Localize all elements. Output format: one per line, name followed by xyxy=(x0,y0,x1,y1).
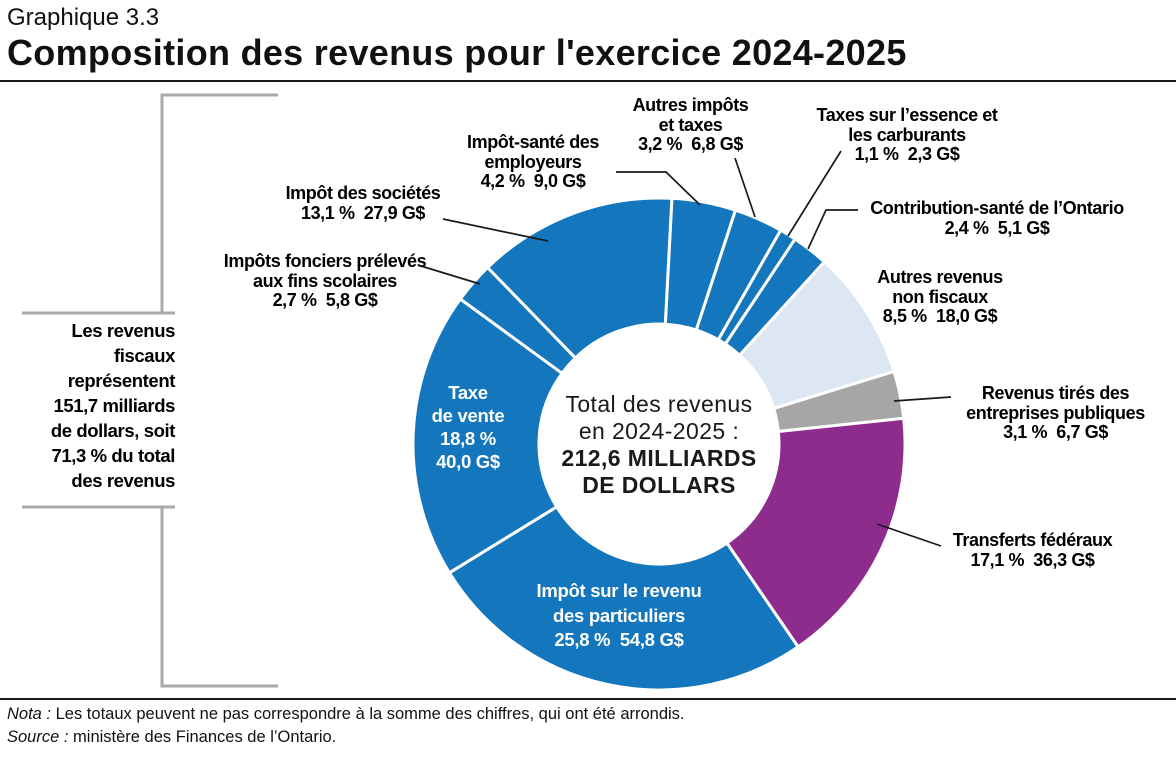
source-label: Source : xyxy=(7,728,69,746)
label-contribution-sante: Contribution-santé de l’Ontario 2,4 % 5,… xyxy=(852,198,1142,238)
source-line: Source : ministère des Finances de l’Ont… xyxy=(7,726,1167,749)
center-line-2: en 2024-2025 : xyxy=(578,418,740,444)
footer-divider xyxy=(0,698,1176,700)
label-text: Impôt sur le revenu des particuliers xyxy=(536,580,702,626)
page-title: Composition des revenus pour l'exercice … xyxy=(7,32,907,73)
label-value: 2,7 % 5,8 G$ xyxy=(272,290,378,310)
label-value: 1,1 % 2,3 G$ xyxy=(854,144,960,164)
leader-taxes-essence xyxy=(787,150,842,237)
label-value: 4,2 % 9,0 G$ xyxy=(480,171,586,191)
label-value: 2,4 % 5,1 G$ xyxy=(944,217,1050,238)
graph-number: Graphique 3.3 xyxy=(7,4,160,31)
label-taxes-essence: Taxes sur l’essence et les carburants 1,… xyxy=(812,105,1002,165)
label-autres-revenus-non-fiscaux: Autres revenus non fiscaux 8,5 % 18,0 G$ xyxy=(855,267,1025,327)
label-value: 25,8 % 54,8 G$ xyxy=(554,629,684,650)
label-impots-fonciers: Impôts fonciers prélevés aux fins scolai… xyxy=(205,251,445,311)
leader-autres-impots-taxes xyxy=(734,157,756,218)
label-autres-impots-taxes: Autres impôts et taxes 3,2 % 6,8 G$ xyxy=(608,95,773,155)
nota-text: Les totaux peuvent ne pas correspondre à… xyxy=(51,705,685,723)
leader-contribution-sante xyxy=(807,209,858,250)
label-text: Autres revenus non fiscaux xyxy=(877,267,1003,307)
label-text: Impôts fonciers prélevés aux fins scolai… xyxy=(223,251,427,291)
label-value: 3,1 % 6,7 G$ xyxy=(1003,422,1108,442)
label-text: Impôt des sociétés xyxy=(285,183,441,203)
title-divider xyxy=(0,80,1176,82)
label-text: Transferts fédéraux xyxy=(952,530,1113,550)
leader-impots-fonciers xyxy=(420,265,481,285)
nota-label: Nota : xyxy=(7,705,52,723)
label-transferts-federaux: Transferts fédéraux 17,1 % 36,3 G$ xyxy=(930,530,1135,570)
donut-center-total: Total des revenus en 2024-2025 : 212,6 M… xyxy=(523,391,795,499)
center-line-1: Total des revenus xyxy=(565,391,753,417)
tax-revenue-callout: Les revenus fiscaux représentent 151,7 m… xyxy=(50,320,176,491)
label-entreprises-publiques: Revenus tirés des entreprises publiques … xyxy=(943,383,1168,443)
leader-impot-sante-employeurs xyxy=(616,171,701,206)
label-value: 3,2 % 6,8 G$ xyxy=(638,134,743,154)
label-text: Autres impôts et taxes xyxy=(632,95,749,135)
label-value: 18,8 % 40,0 G$ xyxy=(436,428,500,472)
label-value: 8,5 % 18,0 G$ xyxy=(882,306,998,326)
nota-line: Nota : Les totaux peuvent ne pas corresp… xyxy=(7,703,1167,726)
segment-transferts-federaux xyxy=(725,416,907,649)
label-impot-des-societes: Impôt des sociétés 13,1 % 27,9 G$ xyxy=(253,183,473,223)
label-text: Impôt-santé des employeurs xyxy=(466,132,600,172)
label-text: Revenus tirés des entreprises publiques xyxy=(966,383,1145,423)
center-line-4: DE DOLLARS xyxy=(582,472,736,498)
segment-impot-revenu-particuliers xyxy=(447,505,800,692)
label-value: 17,1 % 36,3 G$ xyxy=(970,549,1095,570)
label-text: Contribution-santé de l’Ontario xyxy=(870,198,1124,218)
chart-footer: Nota : Les totaux peuvent ne pas corresp… xyxy=(7,703,1167,749)
label-taxe-de-vente: Taxe de vente 18,8 % 40,0 G$ xyxy=(398,381,538,473)
segment-taxe-de-vente xyxy=(411,297,564,575)
leader-impot-des-societes xyxy=(442,218,549,242)
source-text: ministère des Finances de l’Ontario. xyxy=(68,728,337,746)
label-impot-sante-employeurs: Impôt-santé des employeurs 4,2 % 9,0 G$ xyxy=(443,132,623,192)
bracket-top xyxy=(160,93,278,313)
label-value: 13,1 % 27,9 G$ xyxy=(300,202,426,223)
label-text: Taxes sur l’essence et les carburants xyxy=(816,105,998,145)
label-text: Taxe de vente xyxy=(431,382,505,426)
center-line-3: 212,6 MILLIARDS xyxy=(561,445,757,471)
leader-transferts-federaux xyxy=(876,523,942,547)
label-impot-particuliers: Impôt sur le revenu des particuliers 25,… xyxy=(495,579,743,653)
chart-header: Graphique 3.3 Composition des revenus po… xyxy=(7,4,1167,73)
leader-entreprises-publiques xyxy=(893,396,952,402)
bracket-bottom xyxy=(160,507,278,688)
